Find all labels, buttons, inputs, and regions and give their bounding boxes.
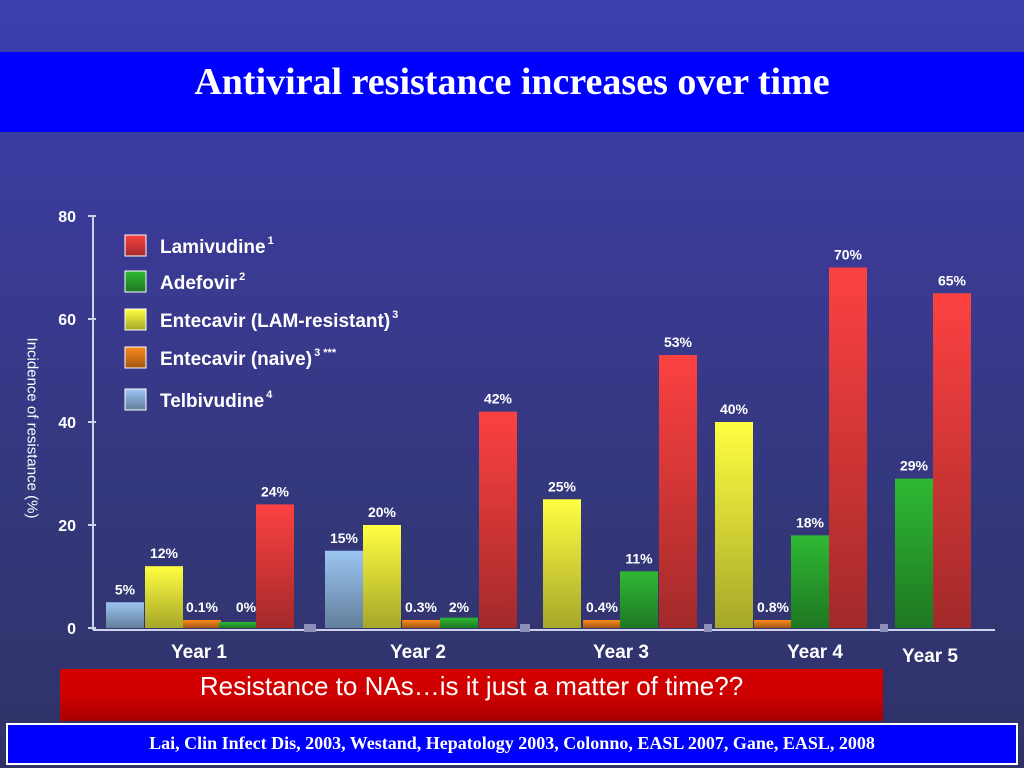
data-label: 5%	[115, 581, 136, 597]
bar-year-5-lamivudine	[933, 293, 971, 628]
y-tick-label: 20	[58, 518, 76, 535]
x-category-label: Year 1	[171, 642, 227, 663]
x-category-label: Year 5	[902, 646, 958, 667]
legend-swatch-telbivudine	[124, 388, 147, 411]
bar-year-3-entecavir-naive	[583, 620, 621, 628]
bar-year-2-lamivudine	[479, 411, 517, 628]
data-label: 11%	[625, 550, 653, 566]
x-category-label: Year 4	[787, 642, 843, 663]
legend-reference: 3	[392, 309, 398, 321]
data-label: 12%	[150, 545, 179, 561]
legend-label: Entecavir (naive)	[160, 349, 312, 370]
bar-year-2-entecavir-lam-resistant	[363, 525, 401, 628]
bar-year-2-telbivudine	[325, 550, 363, 628]
data-label: 18%	[796, 514, 825, 530]
bar-year-1-entecavir-lam-resistant	[145, 566, 183, 628]
group-separator	[520, 624, 530, 632]
title-bar	[0, 52, 1024, 132]
data-label: 0.3%	[405, 599, 437, 615]
data-label: 65%	[938, 272, 967, 288]
data-label: 0.1%	[186, 599, 218, 615]
legend-reference: 2	[239, 271, 245, 283]
bar-year-4-adefovir	[791, 535, 829, 628]
legend-label: Lamivudine	[160, 237, 266, 258]
slide-title: Antiviral resistance increases over time	[194, 61, 830, 103]
legend-reference: 1	[268, 235, 274, 247]
y-axis-label: Incidence of resistance (%)	[23, 337, 41, 519]
data-label: 24%	[261, 483, 290, 499]
question-banner: Resistance to NAs…is it just a matter of…	[60, 669, 883, 721]
bar-year-5-adefovir	[895, 478, 933, 628]
bar-year-1-adefovir	[219, 622, 257, 628]
bar-year-1-entecavir-naive	[183, 620, 221, 628]
bar-year-2-adefovir	[440, 617, 478, 628]
data-label: 29%	[900, 458, 929, 474]
bar-year-4-lamivudine	[829, 267, 867, 628]
legend-swatch-adefovir	[124, 270, 147, 293]
legend-label: Adefovir	[160, 273, 238, 294]
bar-year-1-lamivudine	[256, 504, 294, 628]
citation-text: Lai, Clin Infect Dis, 2003, Westand, Hep…	[149, 733, 875, 753]
legend-reference: 3 ***	[314, 347, 337, 359]
bar-year-3-entecavir-lam-resistant	[543, 499, 581, 628]
x-category-label: Year 2	[390, 642, 446, 663]
data-label: 2%	[449, 599, 470, 615]
y-tick-label: 0	[67, 621, 76, 638]
legend-swatch-entecavir-lam-resistant	[124, 308, 147, 331]
bar-year-2-entecavir-naive	[402, 620, 440, 628]
data-label: 15%	[330, 530, 359, 546]
data-label: 0%	[236, 599, 257, 615]
data-label: 53%	[664, 334, 693, 350]
banner-text: Resistance to NAs…is it just a matter of…	[199, 671, 744, 701]
y-tick-label: 40	[58, 415, 76, 432]
bar-year-4-entecavir-naive	[754, 620, 792, 628]
data-label: 40%	[720, 401, 749, 417]
data-label: 0.8%	[757, 599, 789, 615]
y-tick-label: 60	[58, 312, 76, 329]
legend-swatch-lamivudine	[124, 234, 147, 257]
data-label: 0.4%	[586, 599, 618, 615]
bar-year-1-telbivudine	[106, 602, 144, 628]
group-separator	[304, 624, 316, 632]
x-category-label: Year 3	[593, 642, 649, 663]
legend-label: Entecavir (LAM-resistant)	[160, 311, 390, 332]
data-label: 42%	[484, 391, 513, 407]
group-separator	[704, 624, 712, 632]
data-label: 25%	[548, 478, 577, 494]
legend-label: Telbivudine	[160, 391, 264, 412]
group-separator	[880, 624, 888, 632]
citation-box: Lai, Clin Infect Dis, 2003, Westand, Hep…	[6, 723, 1018, 765]
data-label: 20%	[368, 504, 397, 520]
bar-year-3-lamivudine	[659, 355, 697, 628]
bar-year-3-adefovir	[620, 571, 658, 628]
bar-year-4-entecavir-lam-resistant	[715, 422, 753, 628]
data-label: 70%	[834, 247, 863, 263]
legend-reference: 4	[266, 389, 273, 401]
legend-swatch-entecavir-naive	[124, 346, 147, 369]
y-tick-label: 80	[58, 209, 76, 226]
